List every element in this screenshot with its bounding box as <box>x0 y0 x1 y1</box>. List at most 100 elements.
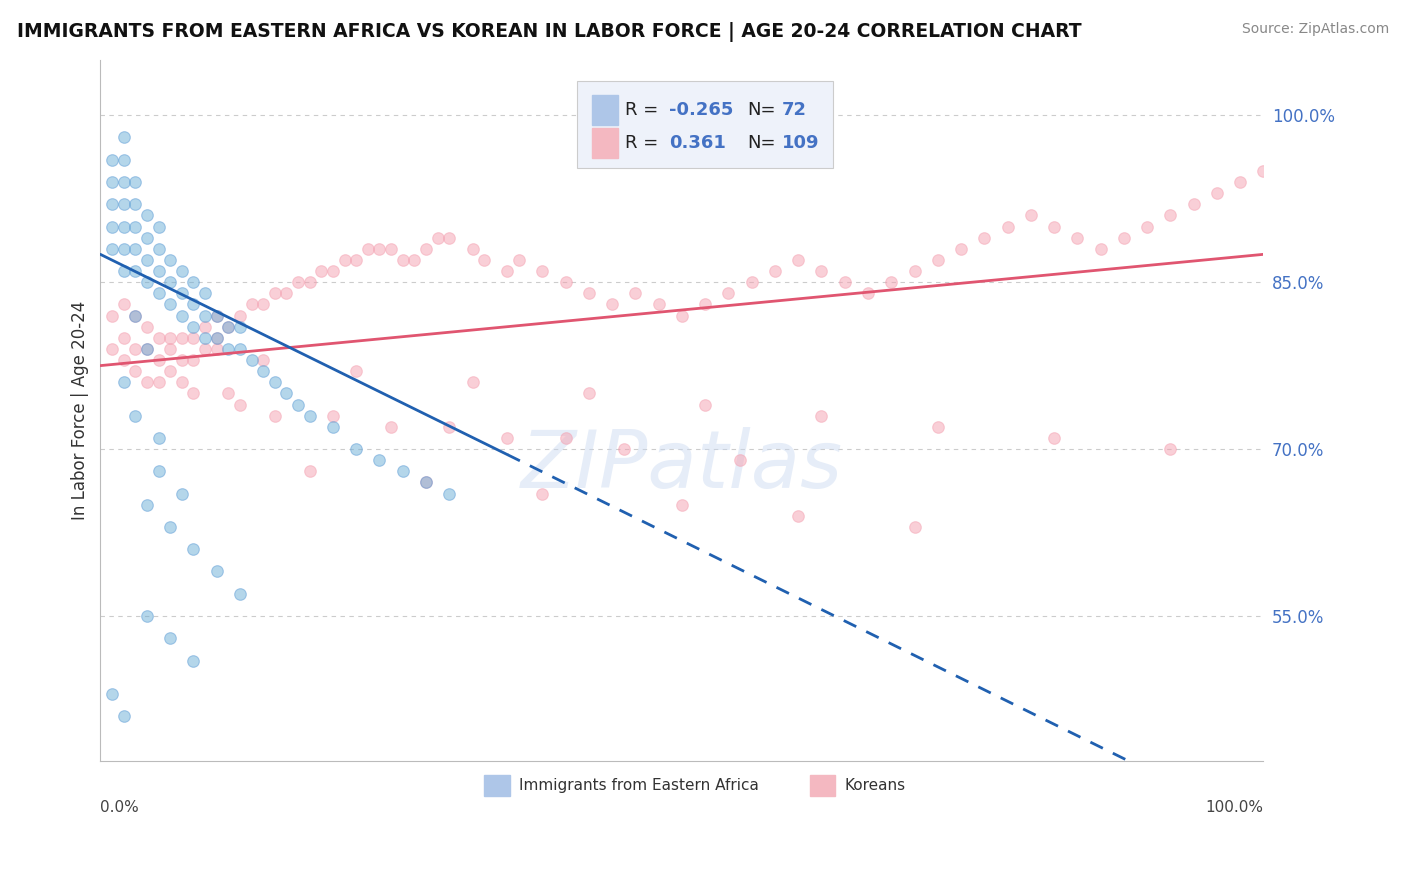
Text: 0.0%: 0.0% <box>100 799 139 814</box>
Point <box>834 275 856 289</box>
Point <box>461 376 484 390</box>
Point <box>148 286 170 301</box>
Point <box>357 242 380 256</box>
Point <box>229 587 252 601</box>
Point <box>613 442 636 456</box>
Point <box>135 208 157 222</box>
Point <box>148 376 170 390</box>
Text: N=: N= <box>747 134 776 152</box>
Point <box>101 197 124 211</box>
Point <box>124 175 146 189</box>
Point <box>415 242 437 256</box>
Point <box>298 409 321 423</box>
Point <box>903 264 925 278</box>
Text: 100.0%: 100.0% <box>1205 799 1264 814</box>
Point <box>217 386 239 401</box>
Point <box>205 309 228 323</box>
Point <box>671 498 693 512</box>
Point <box>856 286 879 301</box>
Point <box>170 264 193 278</box>
FancyBboxPatch shape <box>578 80 834 169</box>
Point <box>194 309 217 323</box>
Point <box>112 353 135 368</box>
Point <box>1066 230 1088 244</box>
Point <box>194 319 217 334</box>
Point <box>810 264 832 278</box>
Point <box>1253 164 1275 178</box>
Point <box>1112 230 1135 244</box>
Text: Koreans: Koreans <box>845 778 905 793</box>
Point <box>205 309 228 323</box>
Point <box>600 297 623 311</box>
Point <box>880 275 903 289</box>
Point <box>531 264 554 278</box>
Point <box>927 420 949 434</box>
Point <box>578 286 600 301</box>
Point <box>101 309 124 323</box>
Text: Immigrants from Eastern Africa: Immigrants from Eastern Africa <box>519 778 759 793</box>
Text: IMMIGRANTS FROM EASTERN AFRICA VS KOREAN IN LABOR FORCE | AGE 20-24 CORRELATION : IMMIGRANTS FROM EASTERN AFRICA VS KOREAN… <box>17 22 1081 42</box>
Point <box>101 175 124 189</box>
Point <box>124 219 146 234</box>
Point <box>391 252 413 267</box>
Point <box>472 252 495 267</box>
Point <box>263 376 285 390</box>
Point <box>787 508 810 523</box>
Point <box>728 453 751 467</box>
Point <box>148 431 170 445</box>
Point <box>135 230 157 244</box>
Point <box>554 275 576 289</box>
Point <box>333 252 356 267</box>
Point <box>205 331 228 345</box>
Point <box>322 409 344 423</box>
Point <box>101 342 124 356</box>
Text: 109: 109 <box>782 134 820 152</box>
Point <box>170 353 193 368</box>
Point <box>439 420 461 434</box>
Y-axis label: In Labor Force | Age 20-24: In Labor Force | Age 20-24 <box>72 301 89 520</box>
Bar <box>484 774 510 796</box>
Point <box>298 464 321 478</box>
Text: Source: ZipAtlas.com: Source: ZipAtlas.com <box>1241 22 1389 37</box>
Point <box>1159 208 1181 222</box>
Point <box>531 486 554 500</box>
Point <box>194 286 217 301</box>
Text: -0.265: -0.265 <box>669 101 734 119</box>
Point <box>124 309 146 323</box>
Point <box>148 331 170 345</box>
Point <box>415 475 437 490</box>
Point <box>1182 197 1205 211</box>
Point <box>183 297 205 311</box>
Point <box>159 342 181 356</box>
Point <box>183 653 205 667</box>
Point <box>1159 442 1181 456</box>
Point <box>135 609 157 624</box>
Point <box>671 309 693 323</box>
Point <box>1019 208 1042 222</box>
Point <box>112 219 135 234</box>
Point <box>183 353 205 368</box>
Point <box>135 275 157 289</box>
Point <box>624 286 647 301</box>
Point <box>124 264 146 278</box>
Point <box>135 376 157 390</box>
Point <box>439 230 461 244</box>
Point <box>1206 186 1229 201</box>
Point <box>112 376 135 390</box>
Point <box>229 309 252 323</box>
Point <box>183 386 205 401</box>
Point <box>170 331 193 345</box>
Point <box>380 420 402 434</box>
Point <box>112 242 135 256</box>
Point <box>322 264 344 278</box>
Point <box>194 331 217 345</box>
Bar <box>810 774 835 796</box>
Point <box>124 342 146 356</box>
Point <box>112 709 135 723</box>
Point <box>415 475 437 490</box>
Point <box>101 219 124 234</box>
Point <box>368 453 391 467</box>
Point <box>183 275 205 289</box>
Point <box>461 242 484 256</box>
Point <box>404 252 426 267</box>
